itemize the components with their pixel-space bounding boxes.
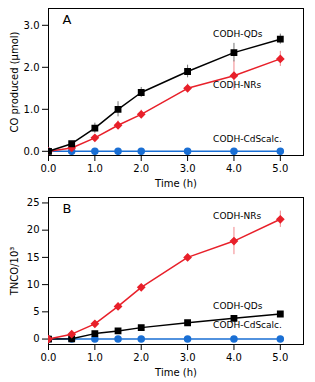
svg-text:0.0: 0.0 <box>41 163 57 174</box>
svg-text:B: B <box>63 201 72 216</box>
svg-text:10: 10 <box>27 279 40 290</box>
svg-text:2.0: 2.0 <box>24 62 40 73</box>
svg-text:0.0: 0.0 <box>24 146 40 157</box>
svg-text:5.0: 5.0 <box>272 163 288 174</box>
svg-text:0: 0 <box>33 333 39 344</box>
svg-text:2.0: 2.0 <box>133 352 149 363</box>
svg-text:1.0: 1.0 <box>87 352 103 363</box>
svg-text:CODH-CdScalc.: CODH-CdScalc. <box>213 320 282 330</box>
svg-text:CODH-CdScalc.: CODH-CdScalc. <box>213 134 282 144</box>
svg-text:1.0: 1.0 <box>87 163 103 174</box>
svg-text:Time (h): Time (h) <box>154 178 197 189</box>
svg-text:1.0: 1.0 <box>24 104 40 115</box>
svg-text:CODH-QDs: CODH-QDs <box>213 301 263 311</box>
svg-text:20: 20 <box>27 224 40 235</box>
svg-text:Time (h): Time (h) <box>154 367 197 378</box>
svg-text:3.0: 3.0 <box>180 352 196 363</box>
svg-text:3.0: 3.0 <box>180 163 196 174</box>
svg-text:25: 25 <box>27 197 40 208</box>
svg-text:3.0: 3.0 <box>24 20 40 31</box>
svg-text:15: 15 <box>27 252 40 263</box>
svg-text:CODH-QDs: CODH-QDs <box>213 29 263 39</box>
svg-text:TNCO/10³: TNCO/10³ <box>9 247 20 297</box>
svg-text:5.0: 5.0 <box>272 352 288 363</box>
svg-text:CODH-NRs: CODH-NRs <box>213 80 261 90</box>
svg-text:4.0: 4.0 <box>226 163 242 174</box>
svg-text:5: 5 <box>33 306 39 317</box>
svg-text:4.0: 4.0 <box>226 352 242 363</box>
svg-text:CO produced (μmol): CO produced (μmol) <box>9 31 20 132</box>
svg-text:CODH-NRs: CODH-NRs <box>213 211 261 221</box>
svg-text:2.0: 2.0 <box>133 163 149 174</box>
svg-text:0.0: 0.0 <box>41 352 57 363</box>
svg-text:A: A <box>63 12 72 27</box>
